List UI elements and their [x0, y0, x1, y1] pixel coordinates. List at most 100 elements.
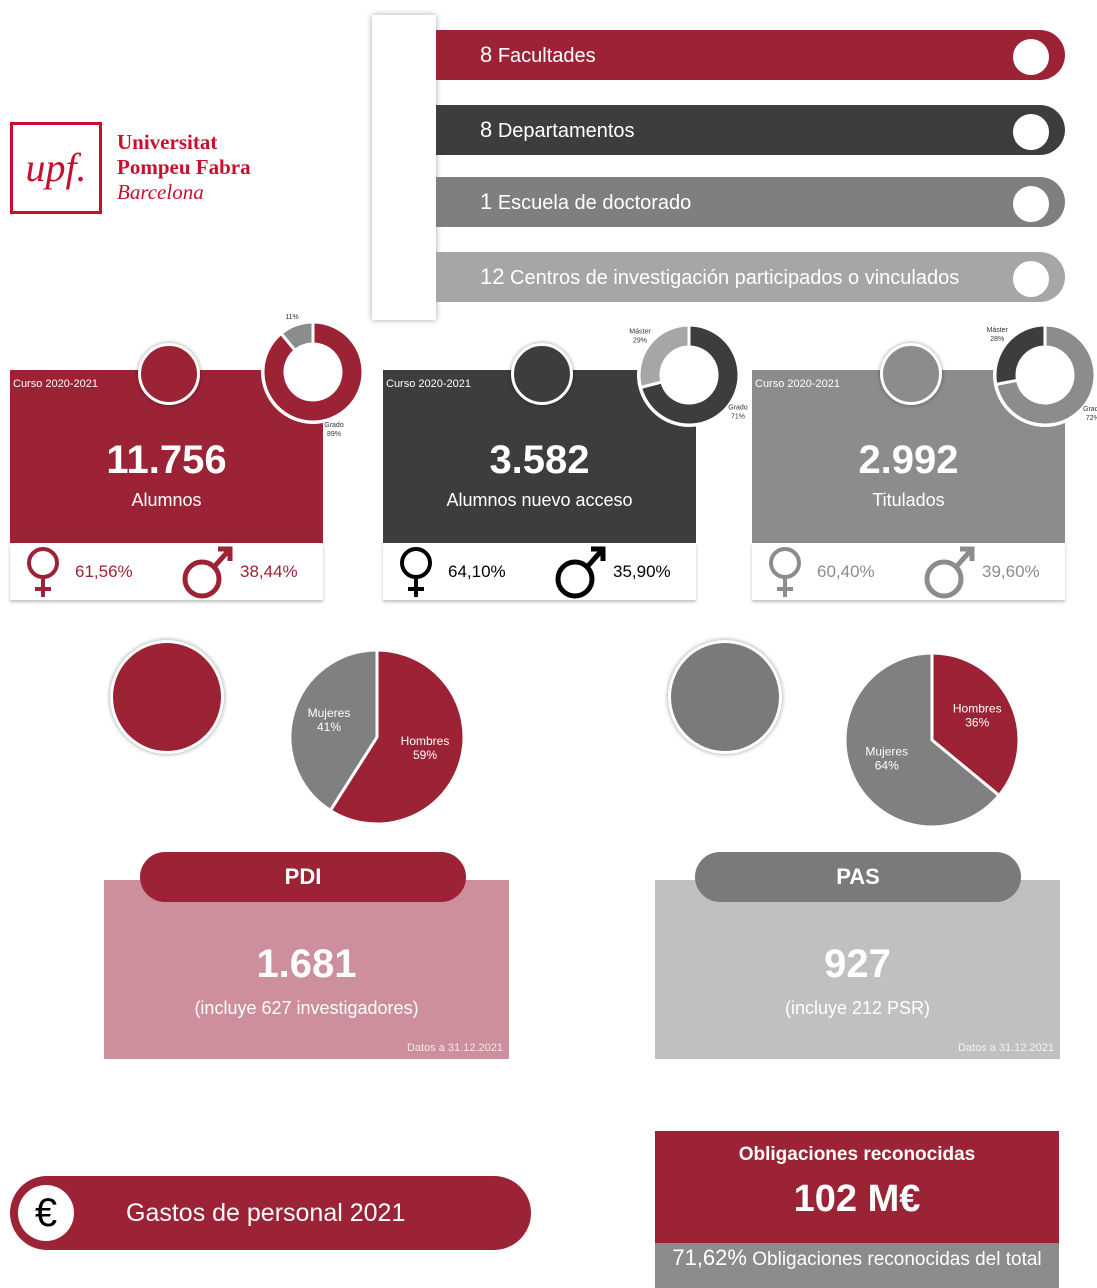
female-icon [769, 547, 801, 579]
donut-chart: Grado 71% Máster 29% [629, 323, 748, 427]
male-icon [182, 559, 222, 599]
logo-line: Universitat [117, 130, 218, 154]
course: Curso 2020-2021 [386, 378, 472, 390]
segment-label: Grado [728, 405, 748, 412]
logo-mark: upf. [10, 122, 102, 214]
segment [993, 323, 1047, 387]
female-icon [777, 577, 793, 597]
staff-pill: PAS [695, 852, 1021, 902]
segment-label: Hombres [401, 734, 450, 748]
men-share: 38,44% [240, 562, 298, 581]
segment [994, 323, 1097, 427]
segment-label: Hombres [953, 702, 1002, 716]
gender-row: 60,40% 39,60% [752, 543, 1065, 600]
men-share: 39,60% [982, 562, 1040, 581]
segment-label: Grado [324, 422, 344, 429]
logo-line: Barcelona [117, 180, 204, 204]
share-value: 71,62% [672, 1245, 747, 1270]
unit-count: 12 [480, 264, 505, 289]
unit-bar: 12 Centros de investigación participados… [436, 252, 1065, 302]
segment [279, 320, 315, 353]
total-label: Titulados [872, 490, 945, 510]
unit-bar: 1 Escuela de doctorado [436, 177, 1065, 227]
segment [261, 320, 365, 424]
segment-value: 36% [965, 716, 989, 730]
staff-note: (incluye 212 PSR) [784, 998, 931, 1018]
women-share: 64,10% [448, 562, 506, 581]
staff-note: (incluye 627 investigadores) [194, 998, 419, 1018]
staff-icon [668, 640, 782, 754]
unit-icon [1011, 37, 1051, 77]
staff-date: Datos a 31.12.2021 [406, 1042, 503, 1054]
donut-chart: Grado 72% Máster 28% [987, 323, 1097, 427]
segment-label: Máster [987, 327, 1009, 334]
segment-value: 89% [327, 431, 341, 438]
segment [637, 323, 691, 390]
female-icon [400, 547, 432, 579]
segment [930, 651, 1021, 798]
obligations-amount: 102 M€ [793, 1178, 921, 1220]
segment-value: 71% [731, 414, 745, 421]
female-icon [408, 577, 424, 597]
women-share: 60,40% [817, 562, 875, 581]
unit-bar: 8 Departamentos [436, 105, 1065, 155]
male-icon [212, 546, 233, 569]
total: 3.582 [489, 438, 590, 482]
gender-icons [400, 546, 606, 599]
segment-value: 41% [317, 720, 341, 734]
male-icon [585, 546, 606, 569]
logo-text: Universitat Pompeu Fabra Barcelona [117, 130, 251, 205]
unit-label: Departamentos [497, 120, 635, 142]
side-panel [372, 15, 436, 320]
obligations-title: Obligaciones reconocidas [738, 1144, 976, 1165]
men-share: 35,90% [613, 562, 671, 581]
women-share: 61,56% [75, 562, 133, 581]
total-label: Alumnos [131, 490, 202, 510]
unit-icon [1011, 184, 1051, 224]
segment-label: Máster [629, 328, 651, 335]
segment-value: 72% [1086, 415, 1097, 422]
unit-icon [1011, 259, 1051, 299]
gender-row: 64,10% 35,90% [383, 543, 696, 600]
segment-value: 59% [413, 748, 437, 762]
total-label: Alumnos nuevo acceso [446, 490, 633, 510]
unit-label: Centros de investigación participados o … [510, 267, 960, 289]
unit-count: 8 [480, 117, 493, 142]
gender-row: 61,56% 38,44% [10, 543, 323, 600]
unit-count: 1 [480, 189, 493, 214]
course: Curso 2020-2021 [755, 378, 841, 390]
unit-icon [1011, 112, 1051, 152]
student-icon [138, 343, 200, 405]
segment [328, 648, 466, 826]
obligations-box: Obligaciones reconocidas 102 M€ [655, 1131, 1059, 1243]
staff-date: Datos a 31.12.2021 [957, 1042, 1054, 1054]
share-box: 71,62% Obligaciones reconocidas del tota… [655, 1243, 1059, 1288]
staff-total: 1.681 [256, 942, 357, 986]
segment [288, 648, 379, 813]
unit-count: 8 [480, 42, 493, 67]
student-icon [511, 343, 573, 405]
segment-label: Grado [1083, 406, 1097, 413]
staff-total: 927 [824, 942, 891, 986]
unit-label: Facultades [497, 45, 596, 67]
female-icon [35, 577, 51, 597]
course: Curso 2020-2021 [13, 378, 99, 390]
segment-value: 29% [633, 337, 647, 344]
euro-icon: € [18, 1185, 74, 1241]
unit-label: Escuela de doctorado [497, 192, 692, 214]
expenses-pill: € Gastos de personal 2021 [10, 1176, 531, 1250]
unit-bar: 8 Facultades [436, 30, 1065, 80]
segment-value: 28% [990, 336, 1004, 343]
expenses-title: Gastos de personal 2021 [126, 1199, 406, 1227]
student-icon [880, 343, 942, 405]
male-icon [954, 546, 975, 569]
gender-icons [27, 546, 233, 599]
segment [638, 323, 741, 427]
male-icon [555, 559, 595, 599]
staff-pill: PDI [140, 852, 466, 902]
staff-box: 1.681 (incluye 627 investigadores) Datos a… [104, 880, 509, 1059]
staff-box: 927 (incluye 212 PSR) Datos a 31.12.2021 [655, 880, 1060, 1059]
